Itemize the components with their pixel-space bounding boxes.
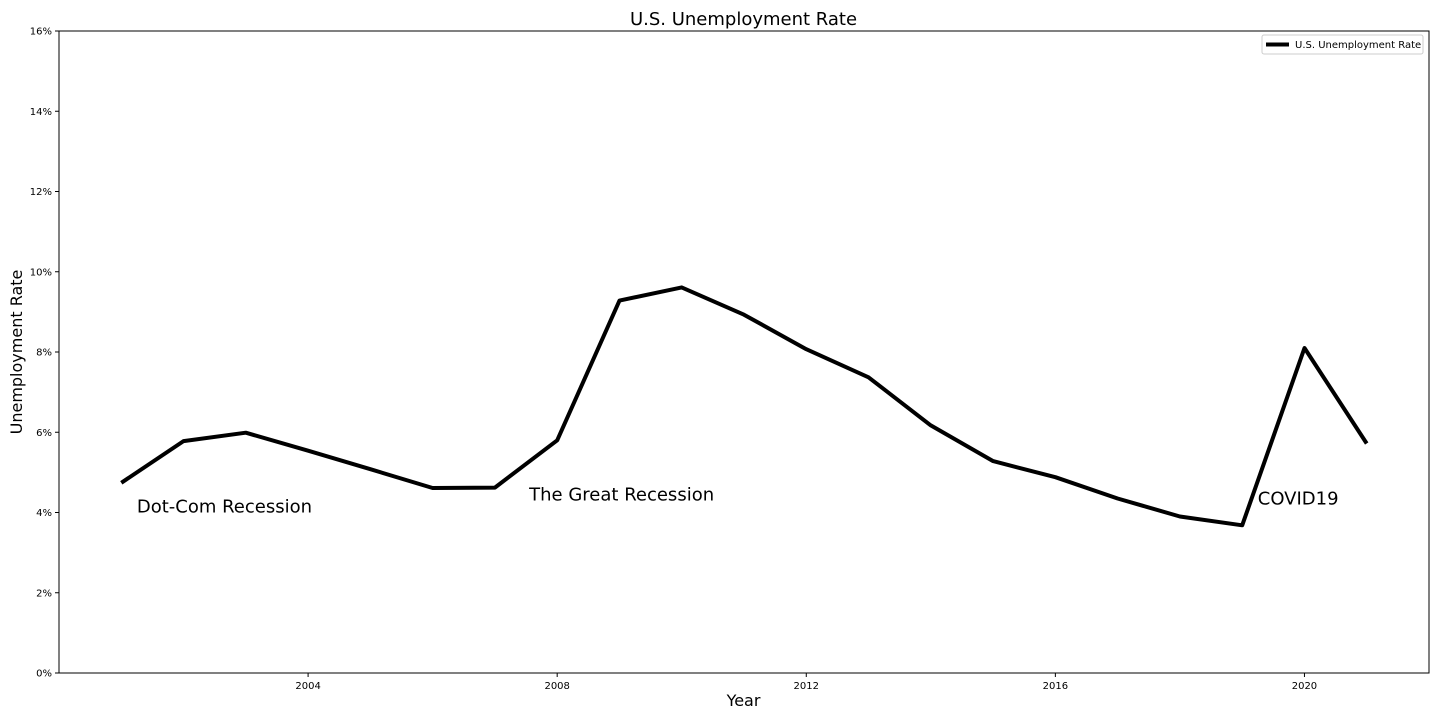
y-tick-label: 14%: [30, 107, 52, 118]
y-axis-ticks: 0% 2% 4% 6% 8% 10% 12% 14% 16%: [30, 27, 59, 680]
annotation-label: COVID19: [1258, 488, 1339, 509]
series-layer: [120, 285, 1369, 528]
x-tick-label: 2012: [794, 681, 819, 692]
y-tick-label: 6%: [36, 428, 52, 439]
y-axis-label: Unemployment Rate: [7, 270, 26, 435]
legend-label: U.S. Unemployment Rate: [1295, 40, 1421, 51]
y-tick-label: 8%: [36, 348, 52, 359]
x-axis-label: Year: [726, 691, 761, 710]
legend: U.S. Unemployment Rate: [1261, 34, 1424, 55]
y-tick-label: 4%: [36, 508, 52, 519]
x-tick-label: 2016: [1043, 681, 1068, 692]
plot-frame: [58, 30, 1430, 674]
y-tick-label: 16%: [30, 27, 52, 38]
y-tick-label: 10%: [30, 267, 52, 278]
x-tick-label: 2008: [544, 681, 569, 692]
series-line-unemployment-rate: [120, 285, 1369, 528]
chart-title: U.S. Unemployment Rate: [630, 9, 857, 30]
legend-box: [1261, 34, 1424, 55]
annotation-label: The Great Recession: [528, 484, 714, 505]
x-tick-label: 2004: [295, 681, 320, 692]
x-axis-ticks: 2004 2008 2012 2016 2020: [295, 673, 1317, 692]
y-tick-label: 2%: [36, 588, 52, 599]
annotation-label: Dot-Com Recession: [137, 497, 312, 518]
plot-area: [58, 30, 1430, 674]
y-tick-label: 0%: [36, 669, 52, 680]
x-tick-label: 2020: [1292, 681, 1317, 692]
annotation-layer: Dot-Com Recession The Great Recession COVI…: [137, 484, 1339, 517]
y-tick-label: 12%: [30, 187, 52, 198]
